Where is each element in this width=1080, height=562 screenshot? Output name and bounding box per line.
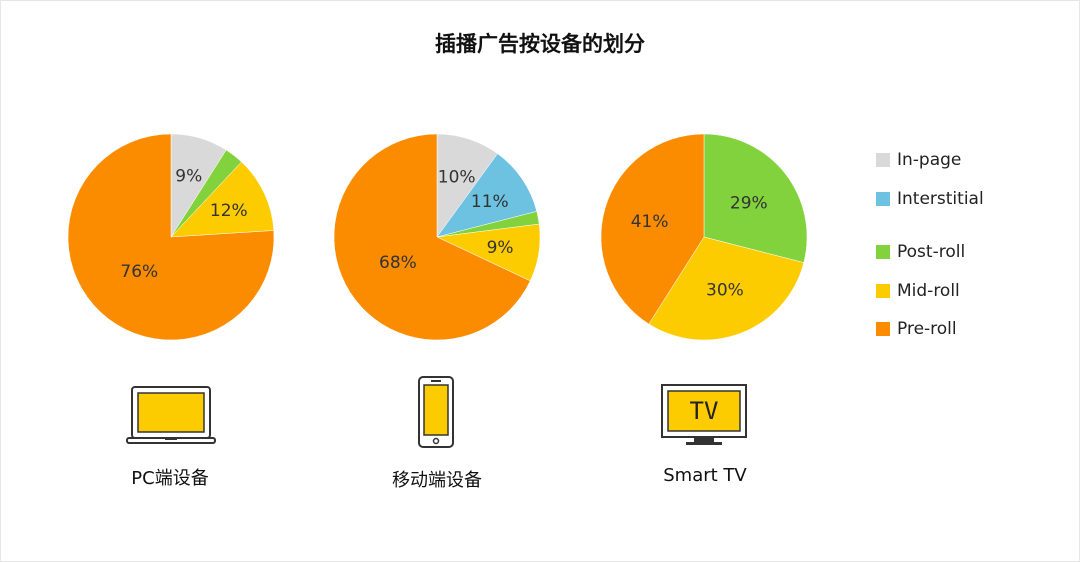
legend-item-interstitial: Interstitial	[876, 189, 1076, 209]
phone-icon	[418, 376, 454, 448]
legend-item-post-roll: Post-roll	[876, 242, 1076, 262]
data-label-pre-roll: 68%	[379, 253, 417, 273]
tv-screen-text: TV	[690, 397, 719, 425]
device-label-smart-tv: Smart TV	[663, 465, 747, 486]
pie-slice-pre-roll	[600, 133, 705, 325]
device-label-pc: PC端设备	[131, 468, 209, 489]
legend-item-pre-roll: Pre-roll	[876, 319, 1076, 339]
data-label-in-page: 10%	[438, 167, 476, 187]
laptop-icon	[126, 386, 216, 444]
pie-slice-interstitial	[436, 153, 538, 238]
legend-label: In-page	[897, 150, 962, 170]
legend-label: Interstitial	[897, 189, 984, 209]
pie-slice-post-roll	[703, 133, 808, 263]
pie-slice-pre-roll	[333, 133, 531, 341]
tv-icon: TV	[661, 384, 747, 445]
legend-label: Post-roll	[897, 242, 966, 262]
data-label-pre-roll: 41%	[631, 212, 669, 232]
data-label-mid-roll: 30%	[706, 281, 744, 301]
data-label-in-page: 9%	[175, 167, 202, 187]
legend-swatch-pre-roll	[876, 322, 890, 336]
legend-label: Mid-roll	[897, 281, 960, 301]
legend-swatch-post-roll	[876, 245, 890, 259]
data-label-mid-roll: 9%	[487, 238, 514, 258]
data-label-mid-roll: 12%	[210, 201, 248, 221]
pie-slice-pre-roll	[67, 133, 275, 341]
pie-slice-mid-roll	[648, 236, 805, 341]
chart-title: 插播广告按设备的划分	[435, 32, 645, 56]
legend-swatch-in-page	[876, 153, 890, 167]
device-label-mobile: 移动端设备	[392, 470, 482, 491]
legend-item-in-page: In-page	[876, 150, 1076, 170]
legend-swatch-mid-roll	[876, 284, 890, 298]
legend-label: Pre-roll	[897, 319, 957, 339]
data-label-interstitial: 11%	[471, 192, 509, 212]
legend-item-mid-roll: Mid-roll	[876, 281, 1076, 301]
pie-slice-mid-roll	[170, 161, 275, 238]
legend-swatch-interstitial	[876, 192, 890, 206]
data-label-pre-roll: 76%	[120, 262, 158, 282]
data-label-post-roll: 29%	[730, 193, 768, 213]
